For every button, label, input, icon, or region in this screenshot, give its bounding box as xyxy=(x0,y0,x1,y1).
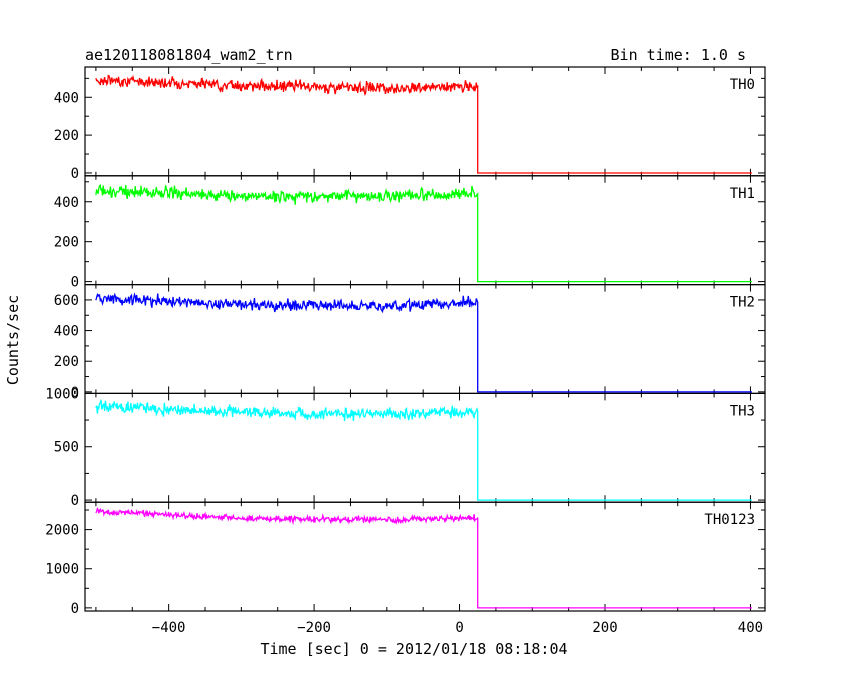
y-tick-label: 500 xyxy=(54,440,79,456)
panel-frame xyxy=(84,501,766,612)
panel-label-th0: TH0 xyxy=(730,77,755,93)
panels-group: 0 200 400 TH0 0 200 400 TH1 0 200 400 600 TH2 0 500 100… xyxy=(45,66,766,636)
panel-th2: 0 200 400 600 TH2 xyxy=(54,284,766,401)
y-tick-label: 1000 xyxy=(45,386,79,402)
panel-label-th0123: TH0123 xyxy=(704,512,755,528)
x-tick-label: −400 xyxy=(152,620,186,636)
x-tick-label: 200 xyxy=(592,620,617,636)
y-tick-label: 0 xyxy=(71,275,79,291)
x-tick-label: −200 xyxy=(297,620,331,636)
panel-label-th2: TH2 xyxy=(730,295,755,311)
y-tick-label: 0 xyxy=(71,601,79,617)
y-tick-label: 600 xyxy=(54,293,79,309)
x-tick-label: 0 xyxy=(455,620,463,636)
series-line-th0 xyxy=(95,74,752,174)
y-tick-label: 200 xyxy=(54,235,79,251)
y-tick-label: 200 xyxy=(54,354,79,370)
x-axis-title: Time [sec] 0 = 2012/01/18 08:18:04 xyxy=(260,640,567,658)
x-tick-label: 400 xyxy=(738,620,763,636)
series-line-th0123 xyxy=(95,507,752,609)
panel-th0: 0 200 400 TH0 xyxy=(54,66,766,182)
y-tick-label: 1000 xyxy=(45,562,79,578)
chart-title: ae120118081804_wam2_trn xyxy=(85,46,293,64)
y-tick-label: 400 xyxy=(54,195,79,211)
y-tick-label: 0 xyxy=(71,166,79,182)
panel-th3: 0 500 1000 TH3 xyxy=(45,386,766,509)
y-axis-title: Counts/sec xyxy=(4,295,22,385)
y-tick-label: 0 xyxy=(71,385,79,401)
series-line-th3 xyxy=(95,399,752,501)
panel-th0123: 0 1000 2000 TH0123 xyxy=(45,501,766,617)
y-tick-label: 400 xyxy=(54,90,79,106)
y-tick-label: 200 xyxy=(54,128,79,144)
panel-label-th3: TH3 xyxy=(730,403,755,419)
y-tick-label: 400 xyxy=(54,324,79,340)
bin-time-label: Bin time: 1.0 s xyxy=(611,46,746,64)
panel-label-th1: TH1 xyxy=(730,186,755,202)
panel-th1: 0 200 400 TH1 xyxy=(54,175,766,291)
series-line-th1 xyxy=(95,183,752,283)
y-tick-label: 0 xyxy=(71,493,79,509)
series-line-th2 xyxy=(95,292,752,393)
y-tick-label: 2000 xyxy=(45,523,79,539)
